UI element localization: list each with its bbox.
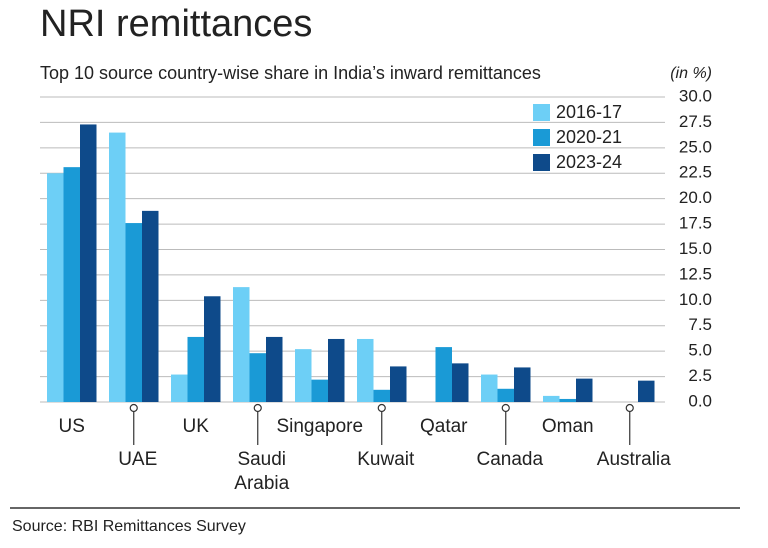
label-dot: [625, 403, 634, 413]
label-dot: [501, 403, 510, 413]
x-tick-label: Qatar: [419, 416, 468, 437]
bar: [452, 363, 469, 402]
legend-label: 2020-21: [556, 127, 622, 147]
bar: [497, 388, 514, 402]
y-tick-label: 30.0: [679, 86, 712, 105]
chart-subtitle: Top 10 source country-wise share in Indi…: [40, 63, 541, 83]
bar: [390, 366, 407, 402]
bar: [109, 132, 126, 403]
x-tick-label: Australia: [596, 449, 671, 470]
y-tick-label: 17.5: [679, 214, 712, 233]
legend-swatch: [533, 129, 550, 146]
x-tick-label: Kuwait: [357, 449, 415, 470]
x-tick-label: UAE: [118, 449, 158, 470]
y-tick-label: 15.0: [679, 239, 712, 258]
label-dot: [253, 403, 262, 413]
source: Source: RBI Remittances Survey: [12, 518, 246, 535]
bar: [142, 210, 159, 402]
x-tick-label: Singapore: [276, 416, 364, 437]
y-tick-label: 10.0: [679, 290, 712, 309]
y-tick-label: 25.0: [679, 137, 712, 156]
bar: [125, 223, 142, 402]
bar: [187, 336, 204, 402]
y-tick-label: 22.5: [679, 163, 712, 182]
bar: [171, 374, 188, 402]
bar: [295, 349, 312, 402]
y-tick-label: 0.0: [688, 391, 712, 410]
bar: [514, 367, 531, 402]
bar: [576, 378, 593, 402]
chart-title: NRI remittances: [40, 3, 312, 45]
label-dot: [129, 403, 138, 413]
bar: [249, 353, 266, 402]
x-tick-label: Canada: [476, 449, 544, 470]
y-tick-label: 7.5: [688, 315, 712, 334]
y-tick-label: 5.0: [688, 341, 712, 360]
legend-label: 2023-24: [556, 152, 622, 172]
x-tick-label: US: [58, 416, 85, 437]
bar: [638, 380, 655, 402]
bar: [63, 167, 80, 402]
bar: [328, 338, 345, 402]
bar: [233, 287, 250, 402]
y-tick-label: 12.5: [679, 264, 712, 283]
x-tick-label: Oman: [541, 416, 594, 437]
x-tick-label: UK: [182, 416, 209, 437]
bar: [373, 389, 390, 402]
y-tick-label: 2.5: [688, 366, 712, 385]
y-tick-label: 20.0: [679, 188, 712, 207]
unit-note: (in %): [670, 65, 712, 82]
bar: [559, 398, 576, 402]
bar: [543, 395, 560, 402]
bar: [481, 374, 498, 402]
bar: [47, 173, 64, 402]
y-tick-label: 27.5: [679, 112, 712, 131]
legend-swatch: [533, 104, 550, 121]
bar: [80, 124, 97, 402]
bar: [204, 296, 221, 402]
bar: [357, 338, 374, 402]
x-tick-label: Saudi Arabia: [234, 449, 290, 494]
bar: [435, 347, 452, 402]
legend-swatch: [533, 154, 550, 171]
bar: [311, 379, 328, 402]
bar: [266, 336, 283, 402]
legend-label: 2016-17: [556, 102, 622, 122]
label-dot: [377, 403, 386, 413]
